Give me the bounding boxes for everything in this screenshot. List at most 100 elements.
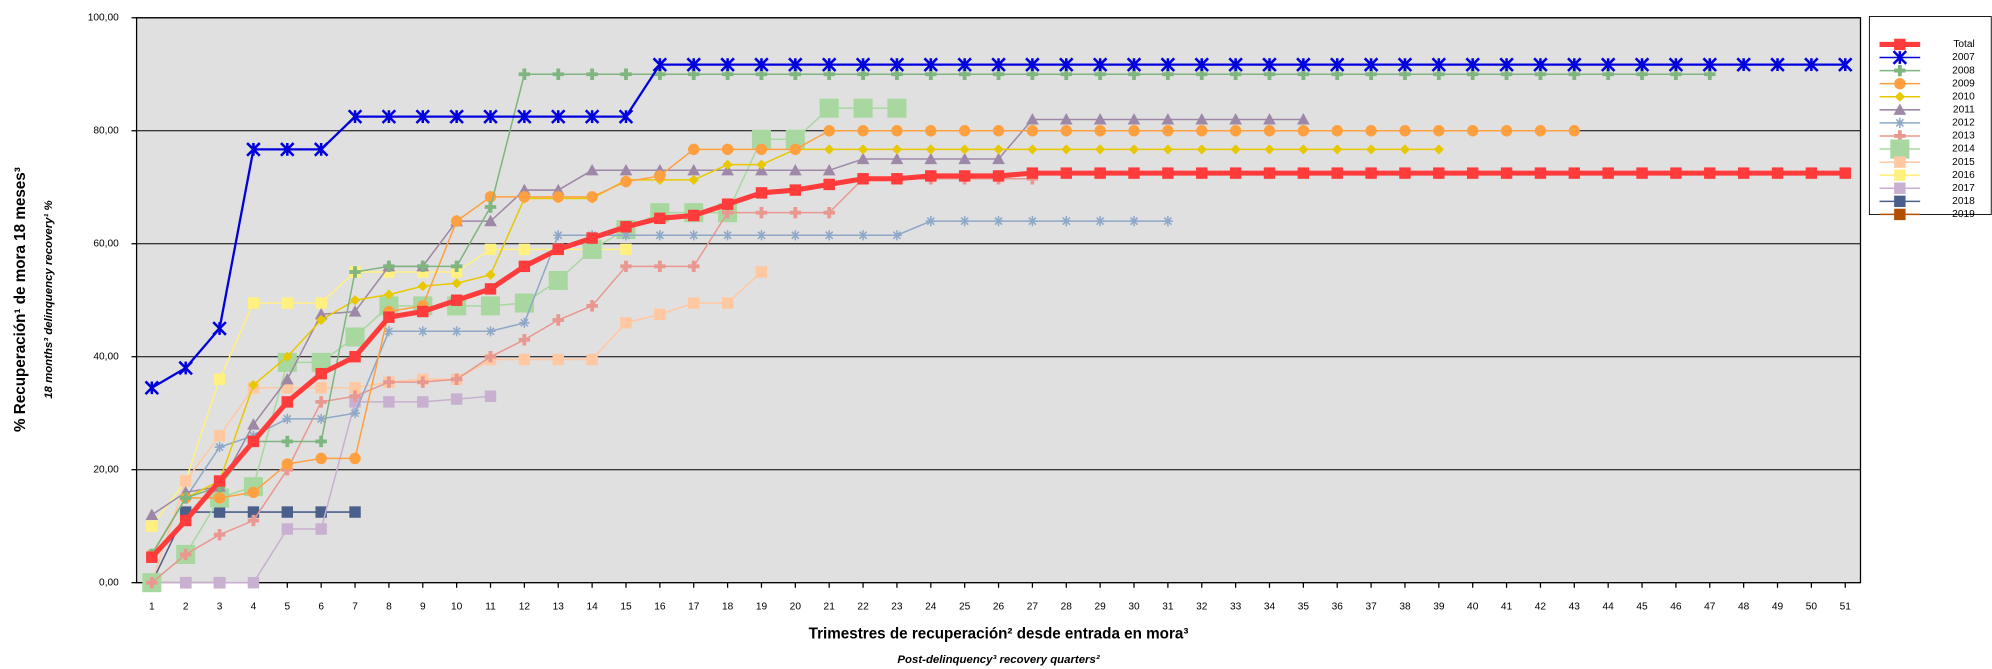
data-point (789, 143, 802, 156)
legend-box (1868, 16, 1992, 215)
data-point (957, 57, 972, 72)
data-point (788, 57, 803, 72)
data-point (315, 297, 327, 309)
data-point (1264, 144, 1275, 155)
x-tick-label: 41 (1501, 601, 1513, 612)
data-point (1026, 167, 1039, 179)
data-point (179, 548, 192, 561)
data-point (620, 175, 632, 188)
series (146, 167, 1851, 563)
data-point (484, 390, 497, 402)
legend-marker (1894, 77, 1906, 90)
data-point (212, 321, 227, 336)
data-point (1229, 113, 1242, 125)
data-point (349, 408, 361, 419)
data-point (349, 390, 361, 402)
x-tick-label: 36 (1332, 601, 1344, 612)
data-point (654, 260, 666, 273)
data-point (552, 314, 564, 326)
x-tick-label: 30 (1128, 601, 1140, 612)
data-point (315, 435, 327, 448)
data-point (1366, 144, 1377, 155)
x-tick-label: 27 (1027, 601, 1039, 612)
data-point (992, 152, 1005, 165)
data-point (1770, 57, 1785, 72)
data-point (1805, 167, 1818, 179)
data-point (146, 576, 158, 589)
data-point (1059, 57, 1074, 72)
data-point (688, 174, 699, 185)
x-tick-label: 19 (756, 601, 768, 612)
data-point (755, 266, 768, 278)
data-point (383, 376, 395, 388)
data-point (483, 109, 498, 124)
data-point (280, 142, 295, 157)
legend-marker (1892, 50, 1908, 65)
data-point (485, 269, 496, 280)
data-point (311, 352, 331, 372)
x-tick-label: 43 (1569, 601, 1581, 612)
data-point (1297, 167, 1310, 179)
data-point (1061, 216, 1072, 227)
data-point (1399, 125, 1411, 137)
data-point (958, 125, 971, 137)
x-tick-label: 5 (284, 601, 290, 612)
data-point (1433, 167, 1445, 179)
data-point (480, 296, 501, 316)
legend-marker (1894, 182, 1906, 194)
data-point (548, 270, 568, 290)
data-point (417, 396, 429, 408)
data-point (551, 109, 566, 124)
data-point (822, 163, 836, 176)
data-point (751, 129, 771, 149)
data-point (1670, 167, 1682, 179)
data-point (1126, 57, 1142, 72)
data-point (1568, 125, 1581, 137)
data-point (1634, 57, 1650, 72)
data-point (552, 353, 564, 366)
y-axis-title: % Recuperación¹ de mora 18 meses³ (12, 167, 29, 432)
data-point (1060, 167, 1072, 179)
data-point (281, 506, 294, 518)
data-point (1059, 113, 1073, 125)
data-point (755, 187, 768, 199)
data-point (1093, 113, 1107, 125)
legend-label: 2019 (1952, 209, 1975, 220)
data-point (1263, 113, 1276, 125)
data-point (417, 281, 428, 292)
data-point (857, 144, 869, 155)
legend-label: 2016 (1952, 170, 1975, 181)
data-point (553, 230, 564, 241)
data-point (247, 506, 260, 518)
x-tick-label: 45 (1636, 601, 1648, 612)
data-point (688, 260, 700, 273)
data-point (485, 326, 496, 337)
data-point (383, 326, 394, 337)
data-point (654, 308, 666, 321)
data-point (451, 278, 462, 289)
data-point (620, 230, 632, 241)
data-point (582, 239, 602, 259)
data-point (720, 57, 735, 72)
data-point (925, 125, 937, 137)
data-point (1263, 167, 1276, 179)
data-point (1365, 167, 1377, 179)
data-point (484, 243, 497, 256)
data-point (281, 458, 294, 470)
x-tick-label: 48 (1738, 601, 1750, 612)
data-point (282, 413, 293, 424)
x-tick-label: 11 (485, 601, 496, 612)
data-point (1534, 125, 1547, 137)
data-point (282, 351, 293, 362)
data-point (1162, 167, 1174, 179)
data-point (992, 170, 1005, 182)
x-tick-label: 9 (420, 601, 426, 612)
data-point (1500, 167, 1513, 179)
data-point (1363, 57, 1379, 72)
data-point (889, 57, 905, 72)
x-tick-label: 13 (553, 601, 565, 612)
data-point (1229, 125, 1242, 137)
data-point (1466, 167, 1479, 179)
data-point (823, 206, 835, 219)
data-point (721, 143, 734, 156)
